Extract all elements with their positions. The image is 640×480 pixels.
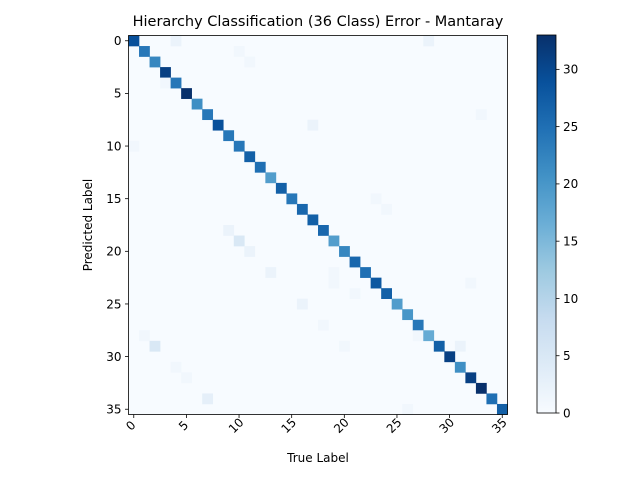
heatmap-cell [433, 340, 445, 352]
y-axis: 0 5 10 15 20 25 30 35 [106, 34, 129, 417]
y-tick-label: 5 [114, 87, 122, 101]
y-tick-label: 30 [106, 350, 121, 364]
heatmap-cell [412, 330, 424, 342]
heatmap-cell [128, 140, 140, 152]
heatmap-cell [339, 340, 350, 352]
heatmap-cell [286, 193, 298, 205]
heatmap-cell [486, 393, 498, 405]
heatmap-cell [328, 267, 340, 278]
heatmap-cell [181, 372, 192, 384]
heatmap-cell [244, 151, 256, 163]
heatmap-cell [318, 319, 329, 331]
colorbar-gradient [536, 34, 557, 414]
plot-frame [128, 35, 508, 415]
colorbar-tick-label: 30 [563, 63, 578, 77]
heatmap-cell [402, 403, 414, 415]
heatmap-cell [191, 98, 203, 110]
heatmap-cell [381, 288, 392, 299]
heatmap-cell [139, 46, 150, 57]
x-axis-label: True Label [286, 451, 349, 465]
x-tick-label: 10 [226, 415, 247, 436]
heatmap-cell [296, 298, 308, 310]
heatmap-cell [223, 225, 235, 236]
y-axis-label: Predicted Label [81, 179, 95, 272]
heatmap-cell [370, 277, 382, 289]
y-tick-label: 25 [106, 297, 121, 311]
heatmap-cell [454, 340, 466, 352]
heatmap-cell [391, 298, 403, 310]
heatmap-cell [233, 235, 245, 247]
colorbar-tick-label: 25 [563, 120, 578, 134]
x-tick-label: 30 [436, 415, 457, 436]
heatmap-cell [202, 109, 214, 121]
heatmap-cell [160, 77, 171, 89]
heatmap-cell [233, 46, 245, 57]
heatmap-cell [223, 130, 235, 142]
heatmap-cell [160, 67, 171, 78]
heatmap-cell [202, 393, 214, 405]
heatmap-cell [233, 140, 245, 152]
x-tick-label: 25 [384, 415, 405, 436]
heatmap-cell [307, 119, 319, 131]
heatmap-cell [128, 35, 140, 47]
x-tick-label: 5 [176, 418, 191, 433]
heatmap-cell [370, 193, 382, 205]
colorbar-tick-label: 20 [563, 177, 578, 191]
heatmap-cell [275, 182, 287, 194]
y-tick-label: 0 [114, 34, 122, 48]
chart-title: Hierarchy Classification (36 Class) Erro… [133, 14, 504, 30]
colorbar-tick-label: 10 [563, 292, 578, 306]
heatmap-cell [244, 56, 256, 68]
heatmap-cell [475, 382, 487, 394]
colorbar-tick-label: 15 [563, 234, 578, 248]
heatmap-cell [454, 361, 466, 373]
heatmap-cell [412, 319, 424, 331]
heatmap-cell [444, 351, 456, 363]
heatmap-cell [423, 35, 435, 47]
heatmap-cell [496, 403, 508, 415]
heatmap-cell [328, 277, 340, 289]
x-tick-label: 0 [123, 418, 138, 433]
heatmap-cell [265, 267, 277, 278]
heatmap-cell [465, 277, 477, 289]
heatmap-cell [339, 246, 350, 257]
x-tick-label: 35 [489, 415, 510, 436]
y-tick-label: 35 [106, 403, 121, 417]
heatmap-cell [360, 267, 371, 278]
heatmap-cell [307, 214, 319, 226]
heatmap-cell [149, 340, 161, 352]
x-tick-label: 15 [278, 415, 299, 436]
heatmap [128, 35, 508, 415]
heatmap-cell [212, 119, 224, 131]
y-tick-label: 15 [106, 192, 121, 206]
heatmap-cell [475, 109, 487, 121]
heatmap-cell [170, 77, 182, 89]
heatmap-cell [149, 56, 161, 68]
heatmap-cell [170, 361, 182, 373]
heatmap-cell [465, 372, 477, 384]
heatmap-cell [349, 288, 361, 299]
colorbar: 0 5 10 15 20 25 30 [536, 34, 578, 420]
y-tick-label: 20 [106, 245, 121, 259]
heatmap-cell [402, 309, 414, 321]
heatmap-cell [381, 203, 392, 215]
heatmap-cell [254, 161, 266, 173]
heatmap-cell [181, 88, 192, 99]
heatmap-cell [265, 172, 277, 184]
heatmap-cell [318, 225, 329, 236]
y-tick-label: 10 [106, 139, 121, 153]
x-tick-label: 20 [331, 415, 352, 436]
heatmap-cell [244, 246, 256, 257]
colorbar-tick-label: 0 [563, 406, 571, 420]
x-axis: 0 5 10 15 20 25 30 35 [123, 414, 510, 436]
colorbar-tick-label: 5 [563, 349, 571, 363]
heatmap-cell [328, 235, 340, 247]
heatmap-cell [170, 35, 182, 47]
heatmap-cell [349, 256, 361, 268]
heatmap-cell [139, 330, 150, 342]
heatmap-cell [296, 203, 308, 215]
heatmap-cell [423, 330, 435, 342]
